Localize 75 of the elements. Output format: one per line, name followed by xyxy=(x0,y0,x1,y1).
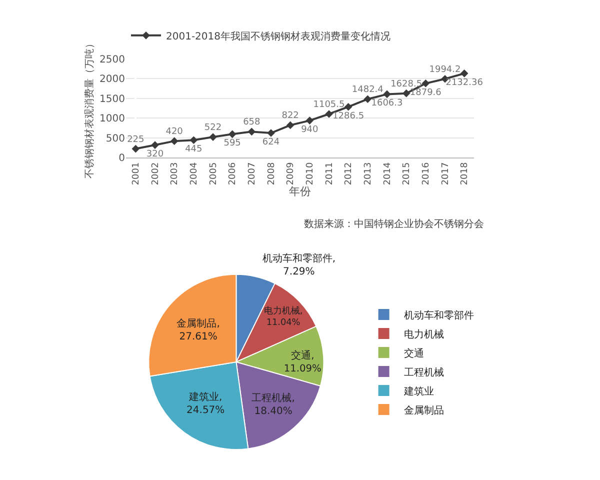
data-label: 1879.6 xyxy=(410,88,442,98)
x-tick-label: 2010 xyxy=(306,162,316,186)
x-tick-label: 2004 xyxy=(190,162,200,186)
data-label: 建筑业, 24.57% xyxy=(186,391,225,416)
legend-label: 金属制品 xyxy=(404,404,444,416)
point xyxy=(344,102,352,111)
x-tick-label: 2003 xyxy=(170,162,180,186)
x-tick-label: 2007 xyxy=(248,162,258,186)
data-label: 交通, 11.09% xyxy=(284,350,322,374)
data-label: 658 xyxy=(243,118,261,128)
point xyxy=(132,144,140,153)
point xyxy=(151,141,159,149)
x-tick-label: 2002 xyxy=(150,162,161,186)
legend-label: 工程机械 xyxy=(404,366,444,378)
point xyxy=(228,130,236,138)
x-tick-label: 2009 xyxy=(286,162,296,186)
legend-label: 交通 xyxy=(404,347,424,360)
data-label: 1628.5 xyxy=(390,79,422,90)
y-tick-label: 1000 xyxy=(100,114,125,125)
data-label: 445 xyxy=(185,144,202,155)
data-label: 2132.36 xyxy=(446,78,484,88)
x-tick-label: 2005 xyxy=(208,162,219,186)
y-tick-label: 500 xyxy=(106,133,125,144)
point xyxy=(286,121,294,130)
x-tick-label: 2015 xyxy=(402,162,412,186)
x-tick-label: 2014 xyxy=(382,162,393,186)
point xyxy=(170,137,178,145)
data-label: 940 xyxy=(301,125,319,136)
point xyxy=(267,129,275,137)
x-tick-label: 2008 xyxy=(266,162,277,186)
data-label: 225 xyxy=(127,134,144,145)
x-tick-label: 2017 xyxy=(440,162,451,186)
data-label: 595 xyxy=(224,138,241,149)
data-label: 1994.2 xyxy=(429,64,461,75)
legend-label: 2001-2018年我国不锈钢钢材表观消费量变化情况 xyxy=(166,30,391,42)
y-axis-title: 不锈钢钢材表观消费量（万吨） xyxy=(84,38,96,178)
legend-label: 建筑业 xyxy=(402,385,434,398)
x-tick-label: 2011 xyxy=(324,162,335,186)
data-label: 1606.3 xyxy=(371,98,403,109)
point xyxy=(248,128,256,136)
y-tick-label: 2500 xyxy=(100,54,125,66)
x-tick-label: 2012 xyxy=(344,162,354,186)
y-tick-label: 2000 xyxy=(100,74,125,86)
data-label: 1482.4 xyxy=(352,85,384,96)
data-label: 工程机械, 18.40% xyxy=(252,392,295,418)
data-label: 电力机械, 11.04% xyxy=(264,306,303,328)
x-axis-title: 年份 xyxy=(289,185,311,198)
point xyxy=(306,116,314,124)
data-label: 机动车和零部件, 7.29% xyxy=(262,252,336,278)
x-tick-label: 2018 xyxy=(460,162,470,186)
legend-label: 机动车和零部件 xyxy=(404,309,474,322)
point xyxy=(460,70,468,78)
data-label: 1105.5 xyxy=(313,100,345,110)
data-label: 624 xyxy=(262,138,280,148)
x-tick-label: 2006 xyxy=(228,162,238,186)
point xyxy=(402,89,410,98)
data-label: 822 xyxy=(282,111,299,122)
y-tick-label: 1500 xyxy=(100,94,125,105)
source-note: 数据来源：中国特钢企业协会不锈钢分会 xyxy=(304,218,484,230)
point xyxy=(209,133,217,141)
data-label: 420 xyxy=(166,127,184,138)
point xyxy=(364,95,372,104)
data-label: 320 xyxy=(146,150,164,160)
point xyxy=(422,80,430,88)
y-tick-label: 0 xyxy=(118,153,125,164)
data-label: 1286.5 xyxy=(332,111,364,122)
x-tick-label: 2001 xyxy=(132,162,142,186)
point xyxy=(383,90,391,98)
legend-label: 电力机械 xyxy=(404,328,444,340)
x-tick-label: 2016 xyxy=(422,162,432,186)
point xyxy=(190,136,198,144)
data-label: 金属制品, 27.61% xyxy=(176,317,220,342)
x-tick-label: 2013 xyxy=(364,162,374,186)
point xyxy=(325,110,333,118)
data-label: 522 xyxy=(204,123,222,134)
